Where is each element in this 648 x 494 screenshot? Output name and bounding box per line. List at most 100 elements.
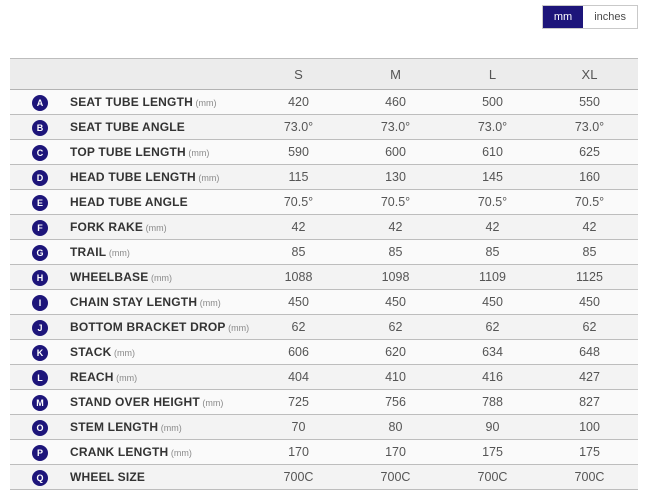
- measurement-unit: (mm): [185, 148, 210, 158]
- unit-toggle: mm inches: [541, 5, 638, 29]
- table-row: I CHAIN STAY LENGTH (mm) 450 450 450 450: [10, 289, 638, 315]
- size-value-cell: 62: [444, 314, 541, 340]
- size-value-cell: 73.0°: [444, 114, 541, 140]
- row-letter-cell: E: [10, 189, 70, 215]
- size-value-cell: 600: [347, 139, 444, 165]
- size-value-cell: 427: [541, 364, 638, 390]
- measurement-unit: (mm): [143, 223, 167, 233]
- row-letter-cell: B: [10, 114, 70, 140]
- measurement-unit: (mm): [106, 248, 130, 258]
- row-letter-cell: A: [10, 89, 70, 115]
- size-value-cell: 70.5°: [347, 189, 444, 215]
- size-value-cell: 725: [250, 389, 347, 415]
- header-spacer: [10, 58, 250, 90]
- size-value-cell: 827: [541, 389, 638, 415]
- size-value-cell: 648: [541, 339, 638, 365]
- table-row: K STACK (mm) 606 620 634 648: [10, 339, 638, 365]
- size-value-cell: 85: [444, 239, 541, 265]
- row-letter-cell: L: [10, 364, 70, 390]
- size-value-cell: 590: [250, 139, 347, 165]
- row-letter-cell: D: [10, 164, 70, 190]
- row-letter-cell: I: [10, 289, 70, 315]
- size-value-cell: 450: [250, 289, 347, 315]
- size-value-cell: 788: [444, 389, 541, 415]
- size-value-cell: 70: [250, 414, 347, 440]
- table-row: E HEAD TUBE ANGLE 70.5° 70.5° 70.5° 70.5°: [10, 189, 638, 215]
- row-letter-badge: L: [32, 370, 48, 387]
- row-letter-cell: H: [10, 264, 70, 290]
- measurement-unit: (mm): [111, 348, 135, 358]
- size-value-cell: 175: [444, 439, 541, 465]
- row-letter-cell: F: [10, 214, 70, 240]
- size-value-cell: 90: [444, 414, 541, 440]
- size-value-cell: 70.5°: [444, 189, 541, 215]
- row-letter-cell: M: [10, 389, 70, 415]
- size-value-cell: 73.0°: [347, 114, 444, 140]
- measurement-label: STEM LENGTH (mm): [70, 414, 250, 440]
- measurement-unit: (mm): [225, 323, 250, 333]
- measurement-label: SEAT TUBE LENGTH (mm): [70, 89, 250, 115]
- table-row: P CRANK LENGTH (mm) 170 170 175 175: [10, 439, 638, 465]
- size-value-cell: 80: [347, 414, 444, 440]
- size-value-cell: 610: [444, 139, 541, 165]
- measurement-label: SEAT TUBE ANGLE: [70, 114, 250, 140]
- measurement-label: REACH (mm): [70, 364, 250, 390]
- size-value-cell: 85: [250, 239, 347, 265]
- row-letter-badge: C: [32, 145, 48, 162]
- row-letter-badge: G: [32, 245, 48, 262]
- size-value-cell: 130: [347, 164, 444, 190]
- size-value-cell: 170: [250, 439, 347, 465]
- table-row: G TRAIL (mm) 85 85 85 85: [10, 239, 638, 265]
- table-row: H WHEELBASE (mm) 1088 1098 1109 1125: [10, 264, 638, 290]
- size-value-cell: 460: [347, 89, 444, 115]
- row-letter-badge: O: [32, 420, 48, 437]
- size-value-cell: 700C: [347, 464, 444, 490]
- table-row: J BOTTOM BRACKET DROP (mm) 62 62 62 62: [10, 314, 638, 340]
- measurement-label: CHAIN STAY LENGTH (mm): [70, 289, 250, 315]
- row-letter-badge: F: [32, 220, 48, 237]
- size-value-cell: 420: [250, 89, 347, 115]
- row-letter-cell: G: [10, 239, 70, 265]
- row-letter-badge: A: [32, 95, 48, 112]
- row-letter-badge: B: [32, 120, 48, 137]
- size-value-cell: 625: [541, 139, 638, 165]
- size-value-cell: 42: [250, 214, 347, 240]
- table-row: M STAND OVER HEIGHT (mm) 725 756 788 827: [10, 389, 638, 415]
- size-value-cell: 606: [250, 339, 347, 365]
- size-value-cell: 73.0°: [541, 114, 638, 140]
- size-value-cell: 62: [541, 314, 638, 340]
- geometry-table: S M L XL A SEAT TUBE LENGTH (mm) 420 460 500…: [10, 58, 638, 490]
- size-value-cell: 416: [444, 364, 541, 390]
- size-value-cell: 634: [444, 339, 541, 365]
- size-value-cell: 550: [541, 89, 638, 115]
- size-value-cell: 42: [347, 214, 444, 240]
- unit-mm-button[interactable]: mm: [542, 6, 584, 28]
- row-letter-cell: O: [10, 414, 70, 440]
- size-value-cell: 175: [541, 439, 638, 465]
- row-letter-cell: C: [10, 139, 70, 165]
- size-value-cell: 70.5°: [250, 189, 347, 215]
- row-letter-cell: J: [10, 314, 70, 340]
- measurement-label: CRANK LENGTH (mm): [70, 439, 250, 465]
- row-letter-badge: E: [32, 195, 48, 212]
- size-value-cell: 70.5°: [541, 189, 638, 215]
- size-value-cell: 170: [347, 439, 444, 465]
- row-letter-badge: I: [32, 295, 48, 312]
- measurement-unit: (mm): [199, 398, 224, 408]
- row-letter-badge: P: [32, 445, 48, 462]
- measurement-unit: (mm): [192, 98, 217, 108]
- unit-inches-button[interactable]: inches: [583, 6, 637, 28]
- measurement-label: HEAD TUBE ANGLE: [70, 189, 250, 215]
- size-value-cell: 160: [541, 164, 638, 190]
- size-value-cell: 700C: [444, 464, 541, 490]
- size-header-l: L: [444, 58, 541, 90]
- table-row: F FORK RAKE (mm) 42 42 42 42: [10, 214, 638, 240]
- row-letter-cell: Q: [10, 464, 70, 490]
- row-letter-cell: K: [10, 339, 70, 365]
- size-value-cell: 450: [347, 289, 444, 315]
- size-value-cell: 450: [541, 289, 638, 315]
- size-value-cell: 1109: [444, 264, 541, 290]
- size-value-cell: 73.0°: [250, 114, 347, 140]
- measurement-label: STAND OVER HEIGHT (mm): [70, 389, 250, 415]
